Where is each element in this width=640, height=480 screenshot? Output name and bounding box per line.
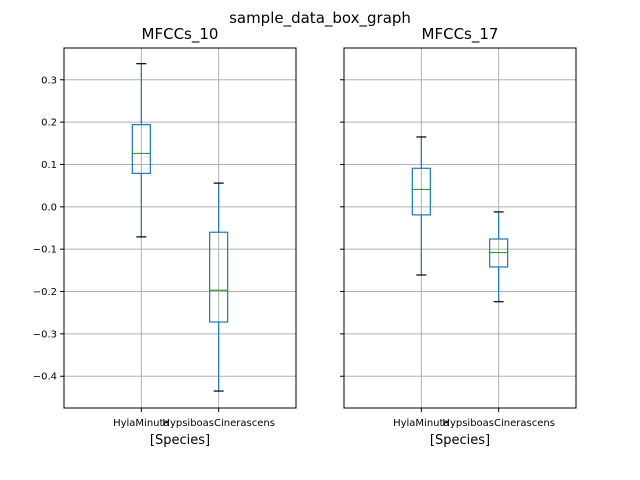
y-tick-label: 0.3: [41, 75, 57, 86]
x-tick-label: HypsiboasCinerascens: [442, 418, 554, 429]
x-axis-label: [Species]: [150, 433, 210, 448]
y-tick-label: 0.2: [41, 118, 57, 129]
figure-suptitle: sample_data_box_graph: [229, 9, 411, 28]
y-tick-label: 0.0: [41, 202, 57, 213]
axes-frame: [343, 47, 577, 409]
box-plot-HylaMinuta: [131, 63, 151, 238]
box-plot-HypsiboasCinerascens: [489, 211, 509, 303]
x-axis-label: [Species]: [430, 433, 490, 448]
panel-title: MFCCs_10: [142, 25, 219, 44]
box-plot-HypsiboasCinerascens: [209, 182, 229, 392]
iqr-box: [209, 231, 229, 323]
panel-title: MFCCs_17: [422, 25, 499, 44]
y-tick-label: −0.2: [33, 287, 57, 298]
x-tick-label: HypsiboasCinerascens: [162, 418, 274, 429]
x-tick-label: HylaMinuta: [393, 418, 449, 429]
iqr-box: [411, 167, 431, 216]
iqr-box: [131, 124, 151, 174]
x-tick-label: HylaMinuta: [113, 418, 169, 429]
y-tick-label: 0.1: [41, 160, 57, 171]
panel-mfccs-10: 0.3 0.2 0.1 0.0 −0.1 −0.2 −0.3 −0.4 HylaMinutaHy…: [33, 25, 297, 448]
y-tick-label: −0.4: [33, 372, 57, 383]
y-tick-label: −0.1: [33, 245, 57, 256]
y-tick-label: −0.3: [33, 329, 57, 340]
axes-frame: [63, 47, 297, 409]
box-plot-HylaMinuta: [411, 136, 431, 276]
